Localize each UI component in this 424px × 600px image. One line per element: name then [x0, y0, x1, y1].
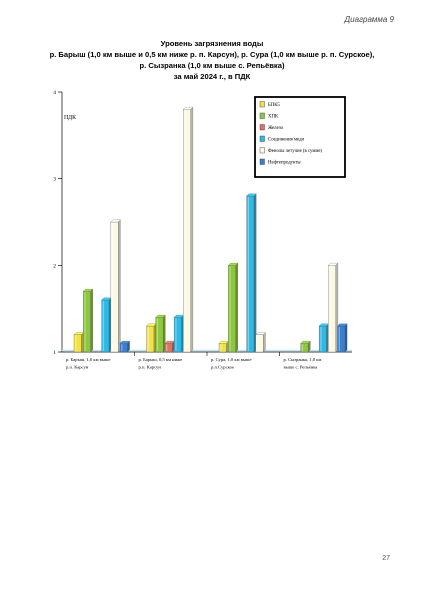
bar-top — [119, 341, 130, 344]
bar — [110, 221, 119, 353]
bar-side — [263, 332, 266, 353]
bar-top — [246, 193, 257, 197]
legend-label: БПК5 — [268, 103, 280, 108]
legend-swatch — [259, 124, 265, 131]
bar-top — [110, 219, 121, 223]
bar-highlight — [147, 327, 149, 351]
bar-highlight — [247, 197, 250, 351]
x-tick-label: р.п. Карсун — [66, 365, 89, 370]
x-tick-label: р. Барыш, 1,0 км выше — [66, 357, 111, 363]
y-axis-label: ПДК — [64, 115, 76, 121]
x-tick-label: р.п. Карсун — [139, 365, 162, 370]
bar-top — [155, 315, 166, 318]
bar-highlight — [166, 344, 168, 351]
bar-side — [190, 106, 194, 353]
bar-top — [82, 289, 94, 292]
bar — [73, 334, 82, 353]
title-line-2: р. Барыш (1,0 км выше и 0,5 км ниже р. п… — [49, 50, 375, 59]
bar-highlight — [257, 335, 259, 351]
bar-highlight — [84, 292, 86, 351]
bar — [318, 325, 327, 353]
legend-swatch — [259, 147, 265, 154]
x-tick-label: выше с. Репьёвка — [284, 365, 318, 370]
bar-highlight — [229, 266, 231, 351]
bar-highlight — [320, 327, 322, 351]
bar-highlight — [121, 344, 123, 351]
bar-top — [255, 332, 266, 335]
legend-label: ХПК — [268, 115, 279, 120]
y-tick-label: 2 — [53, 263, 56, 269]
x-tick-label: р. Сызранка, 1,0 км — [284, 357, 322, 363]
bar-side — [235, 262, 238, 353]
bar — [328, 265, 336, 353]
chart-title: Уровень загрязнения воды р. Барыш (1,0 к… — [30, 38, 394, 82]
bar — [164, 343, 173, 353]
bar-highlight — [301, 344, 304, 351]
bar-top — [227, 263, 239, 266]
title-line-3: р. Сызранка (1,0 км выше с. Репьёвка) — [139, 61, 285, 70]
bar — [183, 109, 191, 353]
bar-side — [90, 288, 93, 353]
legend-swatch — [259, 112, 265, 119]
legend-swatch — [259, 135, 265, 142]
bar — [83, 291, 91, 353]
bar — [218, 343, 227, 353]
page-number: 27 — [382, 555, 390, 562]
bar — [173, 317, 182, 353]
legend-swatch — [259, 158, 265, 165]
bar-highlight — [156, 318, 159, 351]
bar-highlight — [75, 335, 77, 351]
bar-side — [344, 323, 348, 353]
bar-highlight — [220, 344, 222, 351]
bar-highlight — [338, 327, 340, 351]
bar — [337, 325, 346, 353]
legend-label: Фенолы летучие (в сумме) — [268, 149, 323, 154]
bar — [101, 299, 110, 353]
x-tick-label: р. Сура, 1,0 км выше — [211, 357, 251, 363]
legend-box — [254, 96, 346, 178]
legend-label: Соединения меди — [268, 138, 305, 143]
bar-highlight — [329, 266, 331, 351]
bar-top — [300, 341, 311, 344]
x-tick-label: р. Барыш, 0,5 км ниже — [139, 357, 183, 363]
diagram-label: Диаграмма 9 — [344, 15, 394, 24]
legend-swatch — [259, 101, 265, 108]
bar — [155, 317, 164, 353]
y-tick-label: 1 — [53, 350, 56, 356]
bar-side — [253, 193, 257, 353]
bar-highlight — [102, 301, 105, 351]
bar-side — [118, 219, 121, 353]
bar — [228, 265, 236, 353]
bar-highlight — [175, 318, 177, 351]
y-tick-label: 3 — [53, 177, 56, 183]
bar — [300, 343, 309, 353]
y-tick-label: 4 — [53, 90, 56, 96]
title-line-1: Уровень загрязнения воды — [160, 39, 264, 48]
bar-top — [337, 323, 348, 327]
bar-highlight — [112, 223, 114, 351]
bar — [146, 325, 155, 353]
legend-label: Нефтепродукты — [268, 161, 301, 166]
bar — [246, 195, 255, 353]
bar-highlight — [184, 110, 186, 351]
bar-top — [182, 107, 194, 110]
bar-top — [327, 263, 339, 266]
x-tick-label: р.п.Сурское — [211, 365, 234, 370]
title-line-4: за май 2024 г., в ПДК — [173, 72, 251, 81]
legend-label: Железо — [268, 126, 284, 131]
bar — [119, 343, 128, 353]
bar — [255, 334, 264, 353]
